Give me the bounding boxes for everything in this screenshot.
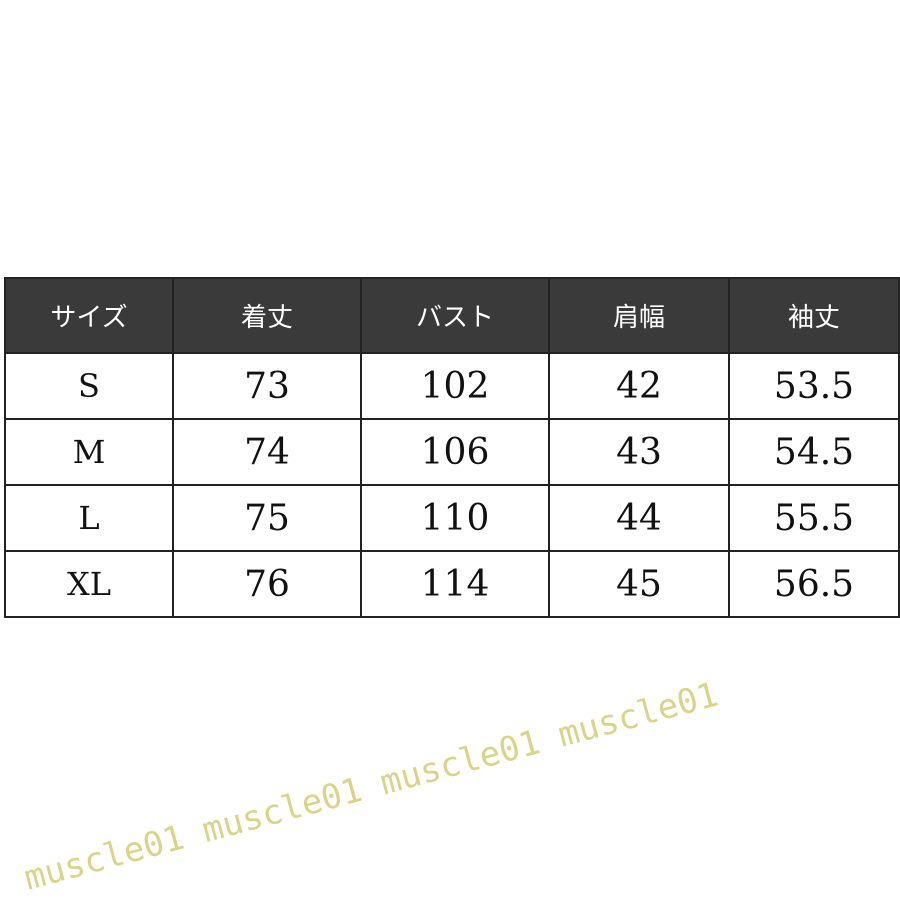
cell-sleeve: 55.5 (728, 484, 900, 552)
cell-shoulder: 43 (548, 418, 730, 486)
size-chart-table: サイズ 着丈 バスト 肩幅 袖丈 S 73 102 42 53.5 M 74 1… (4, 277, 900, 618)
cell-bust: 114 (360, 550, 550, 618)
header-row: サイズ 着丈 バスト 肩幅 袖丈 (4, 277, 900, 354)
cell-size: L (4, 484, 174, 552)
cell-length: 73 (172, 352, 362, 420)
cell-shoulder: 44 (548, 484, 730, 552)
cell-bust: 110 (360, 484, 550, 552)
cell-sleeve: 53.5 (728, 352, 900, 420)
table-row: S 73 102 42 53.5 (4, 352, 900, 420)
table-row: M 74 106 43 54.5 (4, 418, 900, 486)
cell-bust: 102 (360, 352, 550, 420)
cell-length: 76 (172, 550, 362, 618)
cell-size: XL (4, 550, 174, 618)
cell-length: 74 (172, 418, 362, 486)
table-row: XL 76 114 45 56.5 (4, 550, 900, 618)
header-shoulder: 肩幅 (548, 277, 730, 354)
cell-shoulder: 45 (548, 550, 730, 618)
cell-sleeve: 54.5 (728, 418, 900, 486)
watermark: muscle01 muscle01 muscle01 muscle01 (20, 674, 723, 899)
header-sleeve: 袖丈 (728, 277, 900, 354)
cell-bust: 106 (360, 418, 550, 486)
cell-shoulder: 42 (548, 352, 730, 420)
cell-size: S (4, 352, 174, 420)
header-size: サイズ (4, 277, 174, 354)
header-length: 着丈 (172, 277, 362, 354)
cell-size: M (4, 418, 174, 486)
cell-length: 75 (172, 484, 362, 552)
header-bust: バスト (360, 277, 550, 354)
table-row: L 75 110 44 55.5 (4, 484, 900, 552)
cell-sleeve: 56.5 (728, 550, 900, 618)
